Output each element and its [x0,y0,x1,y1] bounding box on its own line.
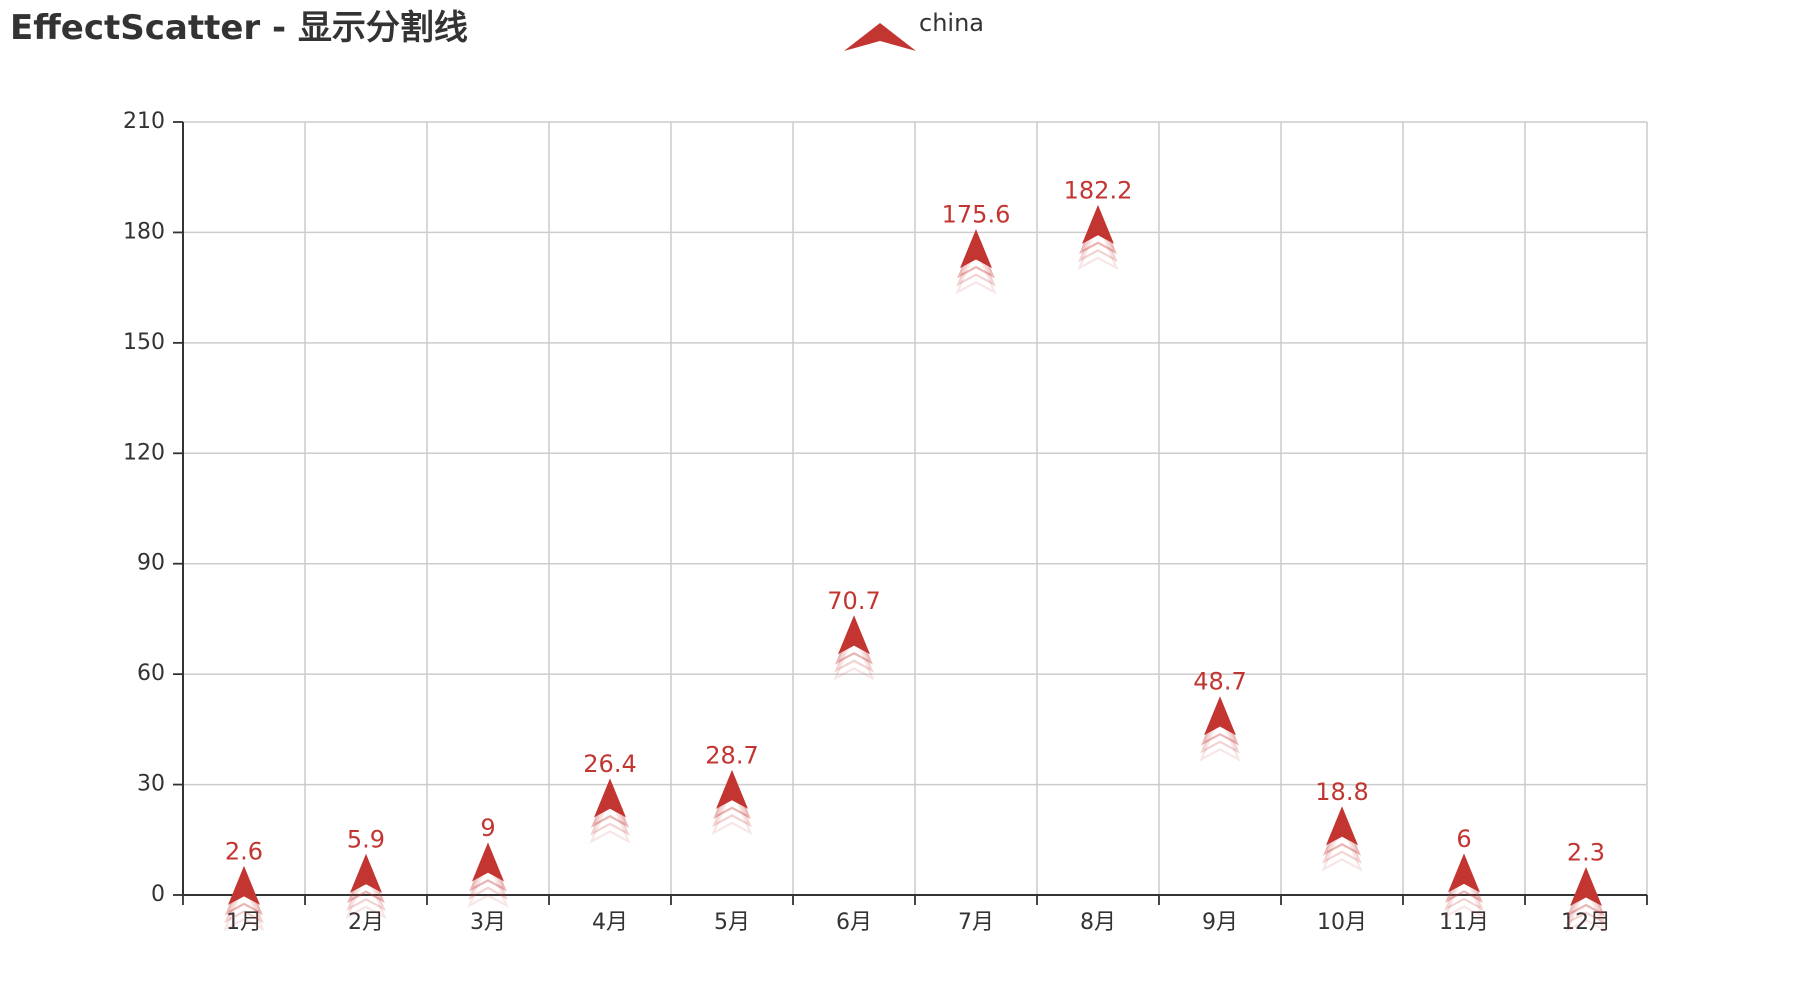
data-point-ripple-2 [712,778,752,828]
x-axis-tick-label: 6月 [836,910,872,935]
data-point-ripple-2 [346,862,386,912]
data-point-group[interactable]: 5.9 [345,825,387,920]
data-point-ripple-2 [1444,862,1484,911]
data-point-group[interactable]: 9 [467,814,509,908]
data-point-ripple-3 [711,784,753,836]
data-point-ripple-2 [834,624,874,673]
data-point-ripple-2 [1322,815,1362,864]
data-point-arrow[interactable] [1326,806,1358,846]
data-label: 182.2 [1064,176,1133,204]
data-point-ripple-2 [1078,213,1118,263]
y-axis-tick-label: 210 [123,109,165,134]
data-point-ripple-3 [1565,882,1607,933]
data-label: 70.7 [827,587,880,615]
data-point-ripple-3 [1321,821,1363,872]
data-label: 26.4 [583,750,636,778]
y-axis-tick-label: 60 [137,661,165,686]
x-axis-tick-label: 1月 [226,910,262,935]
data-point-arrow[interactable] [1570,867,1602,907]
data-point-arrow[interactable] [838,615,870,655]
data-point-arrow[interactable] [1448,853,1480,893]
data-label: 175.6 [942,201,1011,229]
data-point-ripple-2 [590,787,630,836]
data-point-ripple-3 [955,244,997,295]
data-point-arrow[interactable] [1082,204,1114,244]
data-label: 2.6 [225,837,263,865]
x-axis-tick-label: 3月 [470,910,506,935]
data-point-ripple-2 [468,851,508,900]
data-point-ripple-3 [833,630,875,681]
x-axis-tick-label: 5月 [714,910,750,935]
data-point-arrow[interactable] [594,778,626,818]
data-point-arrow[interactable] [716,769,748,809]
data-point-ripple-2 [1200,705,1240,754]
legend-arrow-icon[interactable] [844,23,916,51]
y-axis-tick-label: 90 [137,551,165,576]
data-point-group[interactable]: 2.3 [1565,839,1607,933]
data-point-ripple-3 [589,793,631,844]
data-point-arrow[interactable] [228,865,260,905]
data-point-group[interactable]: 182.2 [1064,176,1133,271]
data-point-ripple-3 [1077,219,1119,271]
data-point-group[interactable]: 2.6 [223,837,265,932]
data-point-group[interactable]: 28.7 [705,741,759,836]
data-point-ripple-3 [467,857,509,908]
axes: 0 30 60 90 120 150 180 210 1月 2月 3月 4月 5月 6月 7月 8月 9月 10月… [123,109,1648,935]
data-point-group[interactable]: 48.7 [1193,668,1247,762]
y-axis-tick-label: 150 [123,330,165,355]
y-axis-tick-label: 30 [137,772,165,797]
legend-label[interactable]: china [919,9,984,37]
x-axis-tick-label: 11月 [1439,910,1489,935]
x-axis-tick-label: 7月 [958,910,994,935]
data-point-arrow[interactable] [472,842,504,882]
data-label: 28.7 [705,741,758,769]
data-point-ripple-3 [223,881,265,932]
x-axis-tick-label: 8月 [1080,910,1116,935]
x-axis-tick-label: 9月 [1202,910,1238,935]
data-label: 18.8 [1315,778,1368,806]
data-label: 5.9 [347,825,385,853]
data-point-group[interactable]: 175.6 [942,201,1011,295]
data-point-ripple-2 [956,238,996,287]
data-point-arrow[interactable] [960,229,992,269]
x-axis-tick-label: 12月 [1561,910,1611,935]
y-axis-tick-label: 0 [151,882,165,907]
data-point-arrow[interactable] [1204,696,1236,736]
data-label: 9 [480,814,495,842]
data-point-ripple-3 [1199,711,1241,762]
chart-title: EffectScatter - 显示分割线 [10,8,468,48]
data-point-ripple-3 [1443,868,1485,919]
grid-lines [182,121,1648,896]
x-axis-tick-label: 4月 [592,910,628,935]
y-axis-tick-label: 180 [123,219,165,244]
data-label: 6 [1456,825,1471,853]
data-label: 2.3 [1567,839,1605,867]
data-point-group[interactable]: 70.7 [827,587,881,681]
data-label: 48.7 [1193,668,1246,696]
data-point-group[interactable]: 18.8 [1315,778,1369,872]
data-point-ripple-2 [224,875,264,924]
y-axis-tick-label: 120 [123,440,165,465]
x-axis-tick-label: 2月 [348,910,384,935]
data-point-group[interactable]: 26.4 [583,750,637,844]
data-point-ripple-2 [1566,876,1606,925]
series-china: 2.6 5.9 9 26.4 28.7 70.7 175.6 182.2 48.7 18.8 6 2.… [223,176,1607,933]
data-point-arrow[interactable] [350,853,382,893]
legend: china [844,9,984,51]
data-point-group[interactable]: 6 [1443,825,1485,919]
x-axis-tick-label: 10月 [1317,910,1367,935]
data-point-ripple-3 [345,868,387,920]
